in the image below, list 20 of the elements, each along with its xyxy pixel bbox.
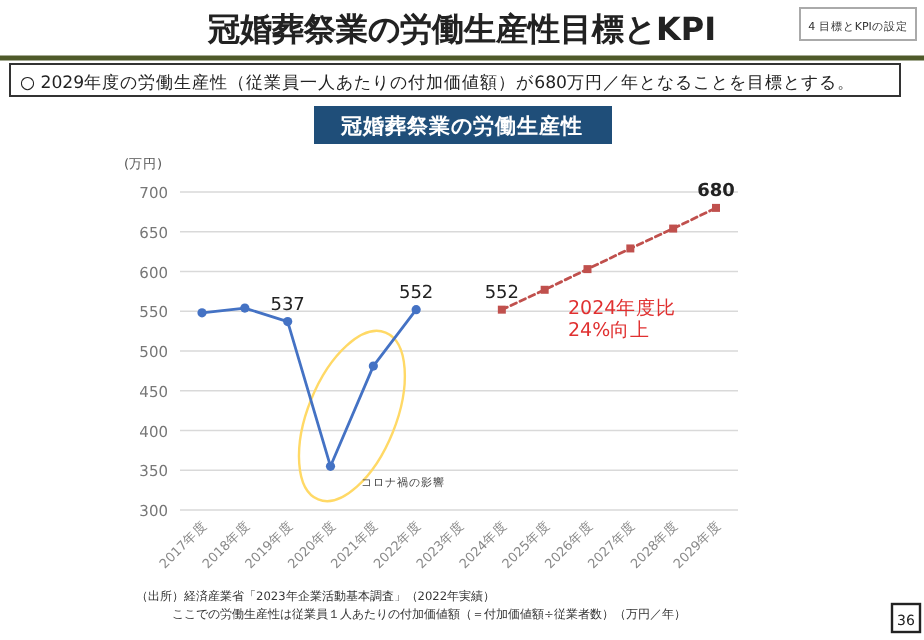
chart-title: 冠婚葬祭業の労働生産性目標とKPI (205, 10, 717, 48)
point (197, 308, 207, 318)
point (669, 224, 678, 233)
point (583, 265, 592, 274)
data-label: 552 (398, 283, 434, 304)
point (626, 244, 635, 253)
point (368, 361, 378, 371)
point (712, 203, 720, 212)
data-label: 552 (484, 283, 520, 304)
point (283, 316, 293, 327)
data-label: 537 (270, 295, 305, 316)
point (240, 303, 250, 313)
annotation: 2024年度比 24%向上 (568, 296, 677, 342)
data-label: 680 (697, 181, 735, 202)
point (497, 305, 506, 314)
point (411, 305, 421, 315)
point (540, 285, 549, 294)
text: 冠婚葬祭業の労働生産性 (339, 113, 583, 139)
chart-subtitle: ○ 2029年度の労働生産性（従業員一人あたりの付加価値額）が680万円／年となることを目標とする。 (20, 72, 856, 94)
point (325, 461, 336, 471)
